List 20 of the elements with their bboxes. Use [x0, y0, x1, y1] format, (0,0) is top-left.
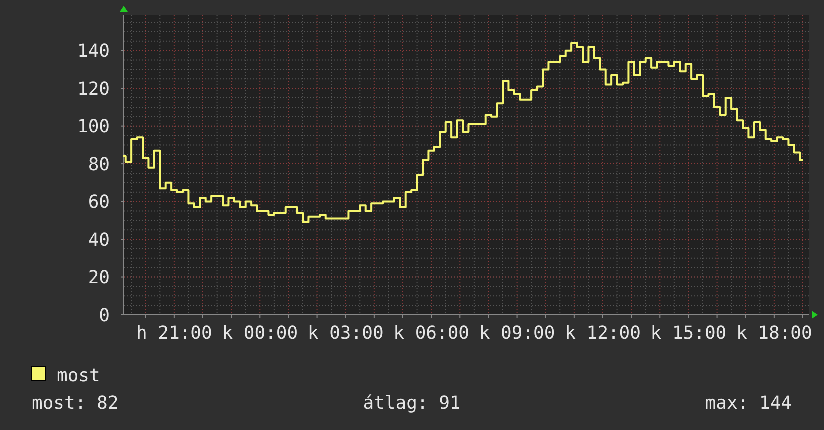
x-tick-label: k 15:00: [650, 323, 727, 344]
x-tick-label: k 00:00: [222, 323, 298, 344]
y-tick-label: 40: [88, 230, 110, 251]
y-tick-label: 0: [99, 305, 110, 326]
y-tick-label: 100: [77, 116, 110, 138]
x-tick-label: k 09:00: [479, 323, 556, 344]
text: max: 144: [705, 393, 792, 414]
y-tick-label: 140: [77, 41, 110, 62]
y-tick-label: 80: [88, 154, 110, 176]
y-tick-label: 120: [77, 78, 110, 100]
x-tick-label: k 12:00: [565, 323, 641, 344]
y-tick-label: 60: [88, 192, 110, 214]
legend-label: most: [57, 365, 100, 386]
x-tick-label: k 03:00: [308, 323, 384, 344]
x-tick-label: k 18:00: [736, 323, 812, 344]
x-tick-label: k 06:00: [394, 323, 470, 344]
text: most: 82: [32, 393, 119, 414]
text: átlag: 91: [363, 393, 461, 414]
x-tick-label: h 21:00: [136, 323, 212, 344]
y-tick-label: 20: [88, 268, 110, 289]
